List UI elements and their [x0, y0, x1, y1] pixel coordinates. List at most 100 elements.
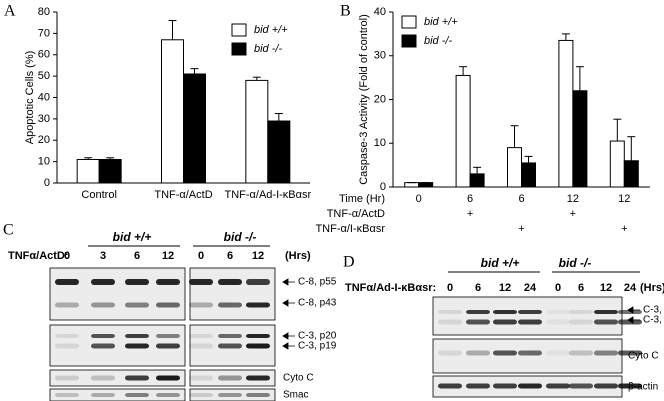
x-tick-label: TNF-α/ActD	[154, 189, 212, 201]
blot-band	[125, 375, 149, 381]
blot-band	[618, 319, 642, 325]
bar	[623, 160, 639, 188]
blot-band	[466, 319, 490, 325]
blot-band	[438, 319, 462, 325]
blot-band	[246, 302, 270, 308]
blot-band	[55, 302, 79, 308]
lane-label: 0	[447, 282, 453, 294]
blot-band	[246, 375, 270, 381]
blot-band	[466, 350, 490, 356]
blot-band	[246, 279, 270, 285]
y-tick-label: 10	[38, 156, 50, 168]
genotype-label: bid -/-	[559, 256, 592, 270]
blot-band	[156, 343, 180, 349]
blot-panel	[432, 338, 623, 374]
x-tick-label: 6	[518, 193, 524, 205]
band-label: C-8, p43	[298, 298, 337, 309]
blot-panel	[49, 267, 186, 321]
blot-band	[189, 375, 213, 381]
row-mark: +	[570, 208, 576, 220]
band-label: C-3, p20	[643, 305, 664, 316]
blot-band	[156, 334, 180, 338]
genotype-label: bid +/+	[113, 230, 152, 244]
x-tick-label: 6	[467, 193, 473, 205]
bar	[98, 158, 122, 184]
blot-band	[55, 393, 79, 397]
lane-label: 0	[555, 282, 561, 294]
arrow	[627, 316, 640, 324]
legend-swatch	[401, 34, 417, 48]
blot-band	[189, 334, 213, 338]
genotype-label: bid -/-	[224, 230, 257, 244]
x-axis-label: Time (Hr)	[339, 193, 385, 205]
legend-swatch	[401, 15, 417, 29]
blot-band	[493, 319, 517, 325]
y-axis-label: Caspase-3 Activity (Fold of control)	[358, 14, 370, 185]
blot-band	[246, 343, 270, 349]
blot-panel	[189, 388, 276, 401]
x-tick-label: 12	[618, 193, 630, 205]
blot-band	[189, 279, 213, 285]
bar	[76, 158, 100, 184]
blot-band	[125, 302, 149, 308]
arrow	[282, 342, 295, 350]
legend-label: bid -/-	[424, 35, 452, 47]
blot-band	[546, 350, 570, 356]
blot-band	[246, 393, 270, 397]
blot-band	[618, 350, 642, 356]
blot-band	[156, 375, 180, 381]
blot-band	[91, 279, 115, 285]
bar	[572, 90, 588, 188]
bar	[267, 120, 291, 184]
arrow	[282, 299, 295, 307]
x-tick-label: 12	[567, 193, 579, 205]
blot-band	[466, 383, 490, 389]
row-label: TNF-α/I-κBαsr	[315, 223, 385, 235]
blot-band	[569, 383, 593, 389]
arrow	[282, 278, 295, 286]
blot-band	[189, 393, 213, 397]
y-tick-label: 20	[38, 134, 50, 146]
blot-panel	[189, 369, 276, 387]
blot-band	[518, 319, 542, 325]
lane-label: 12	[600, 282, 612, 294]
blot-band	[438, 350, 462, 356]
legend-swatch	[231, 42, 247, 56]
row-label: TNF-α/ActD	[327, 208, 385, 220]
blot-panel	[189, 267, 276, 321]
blot-band	[91, 334, 115, 338]
y-tick-label: 0	[380, 181, 386, 193]
unit-label: (Hrs)	[640, 282, 664, 294]
legend-label: bid +/+	[254, 24, 288, 36]
blot-panel	[432, 296, 623, 336]
blot-band	[493, 350, 517, 356]
blot-band	[594, 319, 618, 325]
panel-letter: C	[3, 222, 14, 239]
blot-band	[125, 343, 149, 349]
blot-band	[438, 383, 462, 389]
blot-band	[594, 383, 618, 389]
row-mark: +	[518, 223, 524, 235]
legend-label: bid -/-	[254, 43, 282, 55]
genotype-label: bid +/+	[481, 256, 520, 270]
blot-band	[518, 310, 542, 314]
y-axis-label: Apoptotic Cells (%)	[24, 51, 36, 145]
band-label: C-3, p19	[298, 341, 337, 352]
panel-letter: A	[4, 3, 16, 20]
blot-band	[218, 343, 242, 349]
row-mark: +	[467, 208, 473, 220]
band-label: C-3, p20	[298, 331, 337, 342]
lane-label: 24	[524, 282, 537, 294]
lane-label: 6	[134, 250, 140, 262]
bar	[558, 39, 574, 188]
blot-band	[218, 279, 242, 285]
blot-band	[594, 310, 618, 314]
blot-band	[91, 375, 115, 381]
blot-band	[246, 334, 270, 338]
lane-label: 12	[162, 250, 174, 262]
bar	[161, 39, 184, 184]
y-tick-label: 80	[38, 6, 50, 18]
blot-band	[91, 393, 115, 397]
bar	[521, 162, 536, 188]
